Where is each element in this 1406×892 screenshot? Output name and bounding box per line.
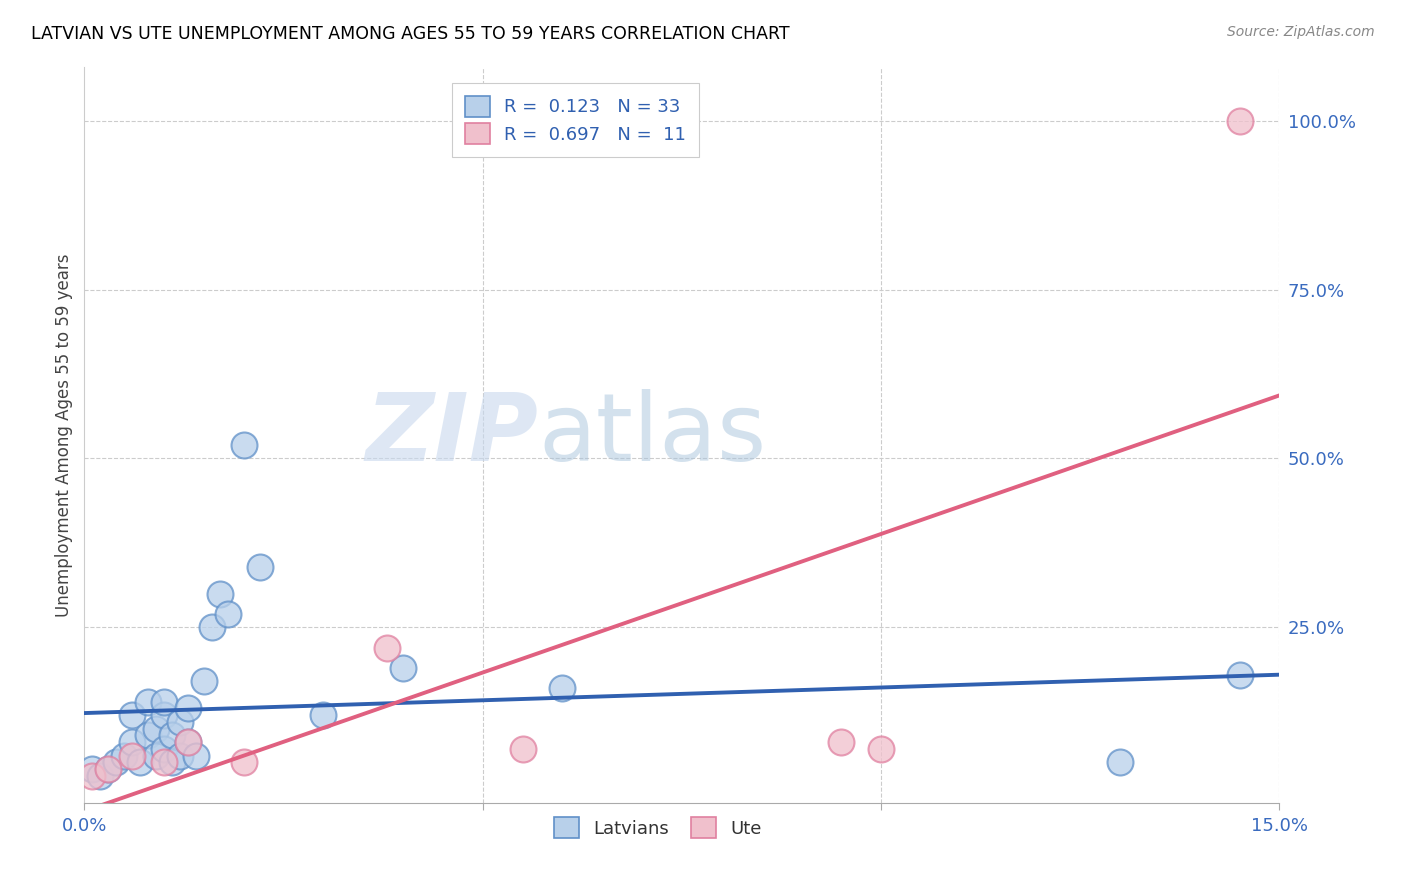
Point [232, 438, 254, 452]
Point [184, 748, 207, 763]
Point [169, 748, 191, 763]
Point [177, 701, 200, 715]
Point [97, 762, 120, 776]
Point [312, 708, 335, 723]
Point [177, 735, 200, 749]
Point [145, 748, 167, 763]
Point [136, 728, 159, 742]
Point [89, 769, 111, 783]
Point [82, 769, 104, 783]
Point [217, 607, 239, 621]
Point [105, 756, 128, 770]
Point [551, 681, 574, 695]
Point [169, 714, 191, 729]
Text: Source: ZipAtlas.com: Source: ZipAtlas.com [1227, 25, 1375, 39]
Point [121, 708, 143, 723]
Point [392, 661, 415, 675]
Point [375, 640, 398, 655]
Text: ZIP: ZIP [366, 389, 538, 481]
Point [160, 756, 183, 770]
Point [1229, 667, 1251, 681]
Point [512, 741, 534, 756]
Point [121, 735, 143, 749]
Point [160, 728, 183, 742]
Point [153, 708, 176, 723]
Point [232, 756, 254, 770]
Point [193, 674, 215, 689]
Point [112, 748, 135, 763]
Point [177, 735, 200, 749]
Point [129, 756, 152, 770]
Point [249, 559, 271, 574]
Text: atlas: atlas [538, 389, 766, 481]
Point [97, 762, 120, 776]
Point [82, 762, 104, 776]
Text: LATVIAN VS UTE UNEMPLOYMENT AMONG AGES 55 TO 59 YEARS CORRELATION CHART: LATVIAN VS UTE UNEMPLOYMENT AMONG AGES 5… [31, 25, 790, 43]
Point [1109, 756, 1132, 770]
Point [208, 586, 231, 600]
Point [153, 694, 176, 708]
Point [870, 741, 893, 756]
Point [1229, 114, 1251, 128]
Point [201, 620, 224, 634]
Point [153, 756, 176, 770]
Point [136, 694, 159, 708]
Y-axis label: Unemployment Among Ages 55 to 59 years: Unemployment Among Ages 55 to 59 years [55, 253, 73, 616]
Point [830, 735, 852, 749]
Point [121, 748, 143, 763]
Legend: Latvians, Ute: Latvians, Ute [543, 806, 773, 849]
Point [153, 741, 176, 756]
Point [145, 722, 167, 736]
